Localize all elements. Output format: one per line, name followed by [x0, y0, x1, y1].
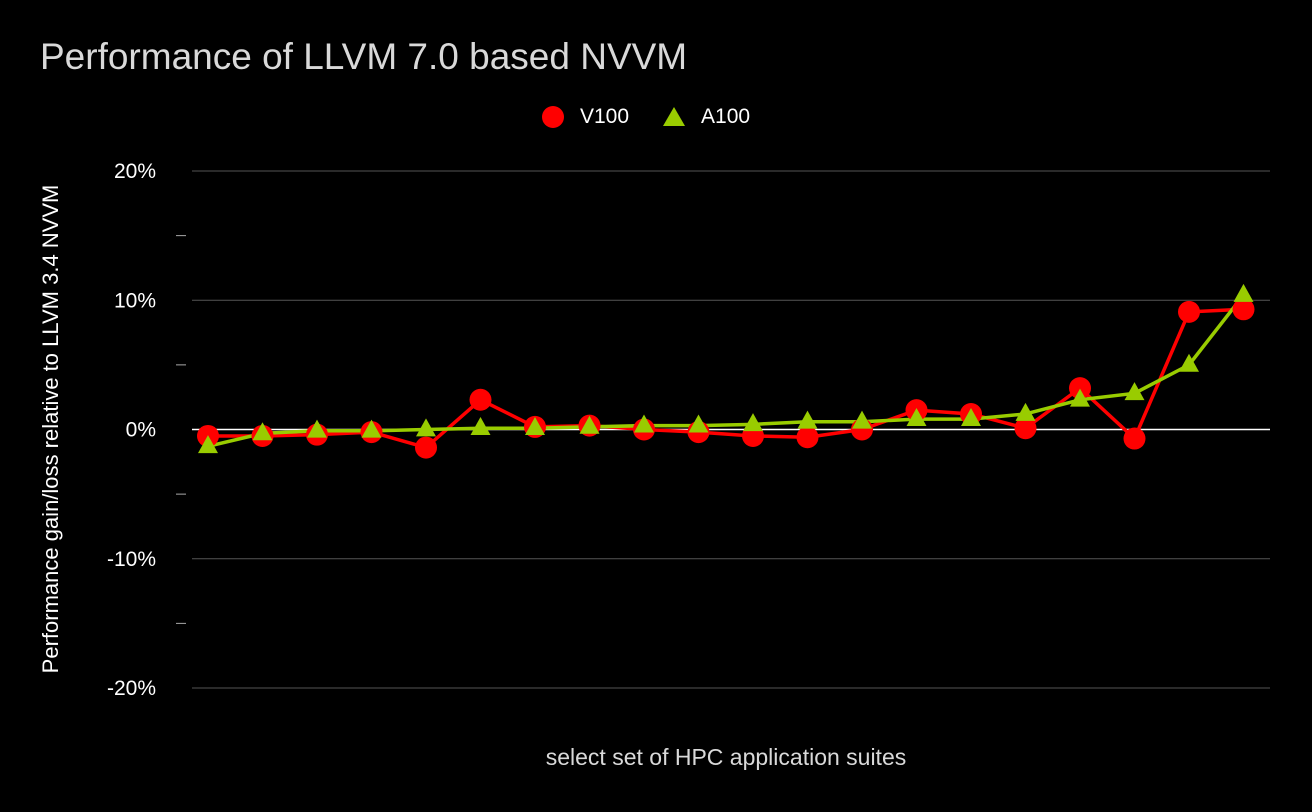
legend-item-a100: A100 — [661, 104, 750, 130]
data-point-a100 — [1070, 388, 1090, 407]
data-point-a100 — [307, 419, 327, 438]
legend-label-a100: A100 — [701, 105, 751, 128]
data-point-v100 — [1123, 427, 1146, 450]
data-point-a100 — [579, 415, 600, 434]
data-point-a100 — [1233, 283, 1254, 302]
data-point-a100 — [906, 408, 927, 426]
data-point-a100 — [1015, 402, 1036, 421]
y-tick-label: 0% — [126, 419, 156, 442]
x-axis-label: select set of HPC application suites — [546, 744, 907, 770]
data-point-a100 — [634, 414, 654, 433]
data-point-a100 — [852, 410, 872, 429]
legend-item-v100: V100 — [540, 104, 629, 130]
data-point-a100 — [797, 410, 818, 429]
data-point-v100 — [1014, 417, 1037, 440]
legend-triangle-marker-icon — [663, 107, 686, 126]
data-point-a100 — [1179, 353, 1199, 372]
legend-label-v100: V100 — [580, 105, 630, 128]
data-point-v100 — [1069, 377, 1091, 400]
data-point-v100 — [1232, 298, 1255, 321]
data-point-a100 — [416, 418, 436, 437]
data-point-a100 — [1124, 382, 1145, 401]
y-tick-label: -20% — [107, 677, 156, 700]
data-point-a100 — [361, 419, 382, 438]
legend-circle-marker-icon — [542, 106, 564, 128]
data-point-v100 — [469, 388, 492, 411]
data-point-v100 — [796, 426, 819, 449]
data-point-a100 — [470, 417, 491, 436]
legend: V100 A100 — [540, 104, 782, 130]
y-tick-label: 20% — [114, 160, 156, 183]
data-point-a100 — [743, 413, 763, 432]
data-point-a100 — [198, 435, 218, 454]
data-point-v100 — [415, 436, 437, 459]
y-tick-label: 10% — [114, 289, 156, 312]
y-axis-label: Performance gain/loss relative to LLVM 3… — [38, 185, 63, 674]
chart-title: Performance of LLVM 7.0 based NVVM — [40, 36, 688, 77]
y-tick-label: -10% — [107, 548, 156, 571]
data-point-a100 — [252, 422, 273, 441]
data-point-v100 — [1178, 300, 1200, 323]
data-point-a100 — [688, 414, 709, 433]
data-point-a100 — [525, 417, 545, 436]
data-point-a100 — [961, 408, 981, 426]
series-line-a100 — [207, 294, 1245, 449]
